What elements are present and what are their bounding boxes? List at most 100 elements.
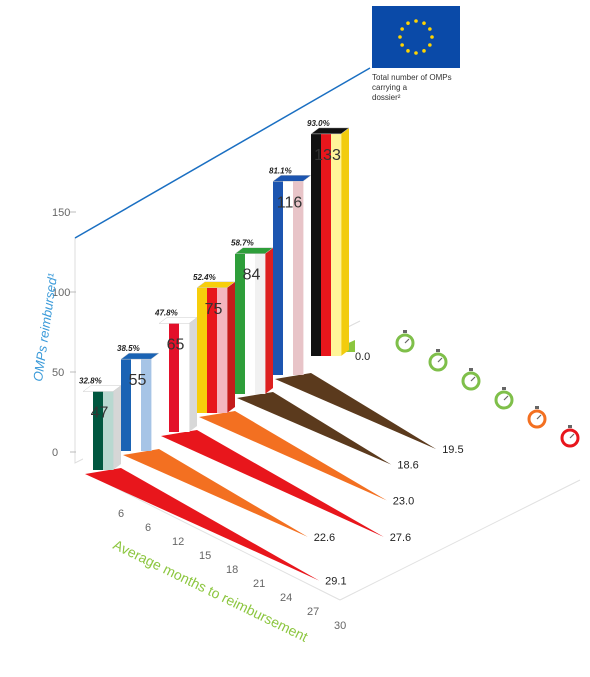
bar-top-face [158, 317, 198, 324]
bar-side-face [189, 317, 197, 432]
months-value-label: 23.0 [393, 495, 414, 507]
x-tick-label: 6 [118, 508, 124, 520]
eu-star-icon [400, 27, 404, 31]
bar-front-stripe [121, 359, 132, 451]
y-axis-title: OMPs reimbursed¹ [30, 272, 60, 383]
bar-top-face [196, 281, 236, 288]
bar-percent-label: 58.7% [231, 239, 254, 248]
bar-front-stripe [321, 133, 332, 356]
eu-star-icon [398, 35, 402, 39]
bar-percent-label: 52.4% [193, 273, 216, 282]
bar-percent-label: 32.8% [79, 377, 102, 386]
bar-value-label: 47 [91, 405, 109, 422]
bar-group [82, 385, 122, 470]
bar-front-stripe [93, 391, 104, 470]
stopwatch-hand [470, 376, 476, 382]
stopwatch-crown [568, 425, 572, 428]
eu-star-icon [414, 19, 418, 23]
months-value-label: 29.1 [325, 576, 346, 588]
stopwatch-crown [469, 368, 473, 371]
stopwatch-icon [395, 330, 415, 353]
bar-front-stripe [169, 323, 180, 432]
bar-value-label: 84 [243, 267, 261, 284]
stopwatch-hand [569, 433, 575, 439]
bar-front-stripe [311, 133, 322, 356]
bar-side-face [265, 247, 273, 394]
eu-flag-icon [372, 6, 460, 68]
stopwatch-crown [403, 330, 407, 333]
stopwatch-hand [503, 395, 509, 401]
months-value-label: 0.0 [355, 351, 370, 363]
stopwatch-crown [436, 349, 440, 352]
x-tick-label: 18 [226, 564, 238, 576]
bar-group [196, 281, 236, 413]
bar-front-stripe [179, 323, 190, 432]
bar-value-label: 55 [129, 372, 147, 389]
bar-front-stripe [159, 323, 170, 432]
x-tick-label: 27 [307, 606, 319, 618]
eu-star-icon [422, 49, 426, 53]
bar-side-face [303, 175, 311, 375]
bar-value-label: 65 [167, 336, 185, 353]
stopwatch-hand [404, 338, 410, 344]
bar-front-stripe [331, 133, 342, 356]
bar-front-stripe [83, 391, 94, 470]
y-tick-label: 100 [52, 287, 70, 299]
y-tick-label: 50 [52, 367, 64, 379]
eu-note-line: carrying a [372, 83, 408, 92]
floor-axis-line [99, 479, 341, 601]
stopwatch-hand [437, 357, 443, 363]
bar-front-stripe [235, 253, 246, 394]
bar-front-stripe [273, 181, 284, 375]
bar-value-label: 116 [277, 194, 303, 211]
bar-front-stripe [103, 391, 114, 470]
stopwatch-icon [461, 368, 481, 391]
bar-top-face [82, 385, 122, 392]
bar-group [234, 247, 274, 394]
x-tick-label: 15 [199, 550, 211, 562]
stopwatch-icon [494, 387, 514, 410]
stopwatch-crown [535, 406, 539, 409]
eu-note-line: dossier² [372, 93, 401, 102]
months-value-label: 27.6 [390, 532, 411, 544]
x-tick-label: 24 [280, 592, 292, 604]
bar-group [120, 352, 160, 451]
bar-percent-label: 38.5% [117, 344, 140, 353]
bar-top-face [310, 127, 350, 135]
bar-group [158, 317, 198, 432]
bar-value-label: 75 [205, 301, 223, 318]
bar-group [272, 175, 312, 375]
months-wedge [237, 392, 392, 465]
y-tick-label: 150 [52, 207, 70, 219]
eu-star-icon [428, 43, 432, 47]
months-wedge [275, 373, 437, 450]
eu-star-icon [430, 35, 434, 39]
months-value-label: 18.6 [397, 460, 418, 472]
bar-percent-label: 93.0% [307, 119, 330, 128]
x-tick-label: 12 [172, 536, 184, 548]
months-value-label: 22.6 [314, 532, 335, 544]
bar-front-stripe [283, 181, 294, 375]
bar-front-stripe [197, 287, 208, 413]
bar-side-face [227, 281, 235, 413]
bar-side-face [151, 353, 159, 451]
x-tick-label: 21 [253, 578, 265, 590]
bar-front-stripe [245, 253, 256, 394]
bar-side-face [341, 127, 349, 356]
bar-front-stripe [207, 287, 218, 413]
x-tick-label: 6 [145, 522, 151, 534]
eu-star-icon [406, 49, 410, 53]
eu-note-text: Total number of OMPs carrying a dossier² [372, 73, 452, 102]
eu-star-icon [428, 27, 432, 31]
stopwatch-icon [428, 349, 448, 372]
eu-star-icon [422, 21, 426, 25]
months-wedge [161, 430, 384, 537]
x-tick-label: 30 [334, 620, 346, 632]
bar-group [310, 127, 350, 356]
months-wedge [123, 449, 308, 537]
months-wedge [199, 411, 387, 501]
bar-front-stripe [217, 287, 228, 413]
months-value-label: 19.5 [442, 444, 463, 456]
eu-total-line [74, 67, 371, 239]
